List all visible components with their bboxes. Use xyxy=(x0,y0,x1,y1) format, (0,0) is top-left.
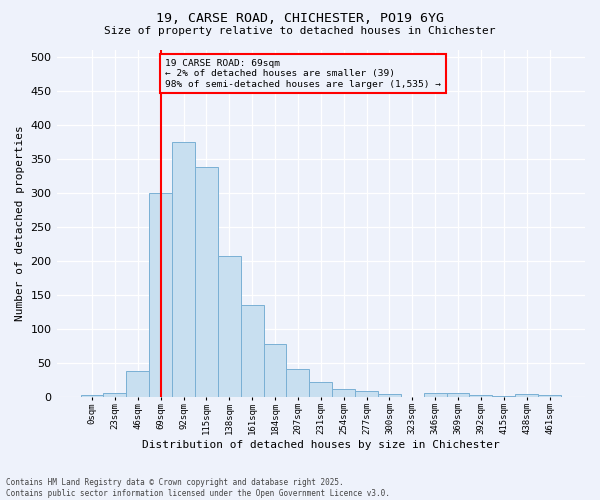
Bar xyxy=(286,370,310,396)
Bar xyxy=(263,344,286,396)
Bar xyxy=(218,256,241,396)
Bar xyxy=(195,167,218,396)
Text: Size of property relative to detached houses in Chichester: Size of property relative to detached ho… xyxy=(104,26,496,36)
Bar xyxy=(149,192,172,396)
Bar xyxy=(103,393,127,396)
Bar xyxy=(424,392,446,396)
Bar xyxy=(378,394,401,396)
Bar xyxy=(332,389,355,396)
Bar xyxy=(310,382,332,396)
Y-axis label: Number of detached properties: Number of detached properties xyxy=(15,126,25,321)
Bar xyxy=(355,390,378,396)
X-axis label: Distribution of detached houses by size in Chichester: Distribution of detached houses by size … xyxy=(142,440,500,450)
Bar xyxy=(172,142,195,397)
Text: 19 CARSE ROAD: 69sqm
← 2% of detached houses are smaller (39)
98% of semi-detach: 19 CARSE ROAD: 69sqm ← 2% of detached ho… xyxy=(165,59,441,88)
Bar xyxy=(241,305,263,396)
Bar xyxy=(80,394,103,396)
Bar xyxy=(515,394,538,396)
Bar xyxy=(446,393,469,396)
Text: 19, CARSE ROAD, CHICHESTER, PO19 6YG: 19, CARSE ROAD, CHICHESTER, PO19 6YG xyxy=(156,12,444,26)
Text: Contains HM Land Registry data © Crown copyright and database right 2025.
Contai: Contains HM Land Registry data © Crown c… xyxy=(6,478,390,498)
Bar xyxy=(127,372,149,396)
Bar xyxy=(538,394,561,396)
